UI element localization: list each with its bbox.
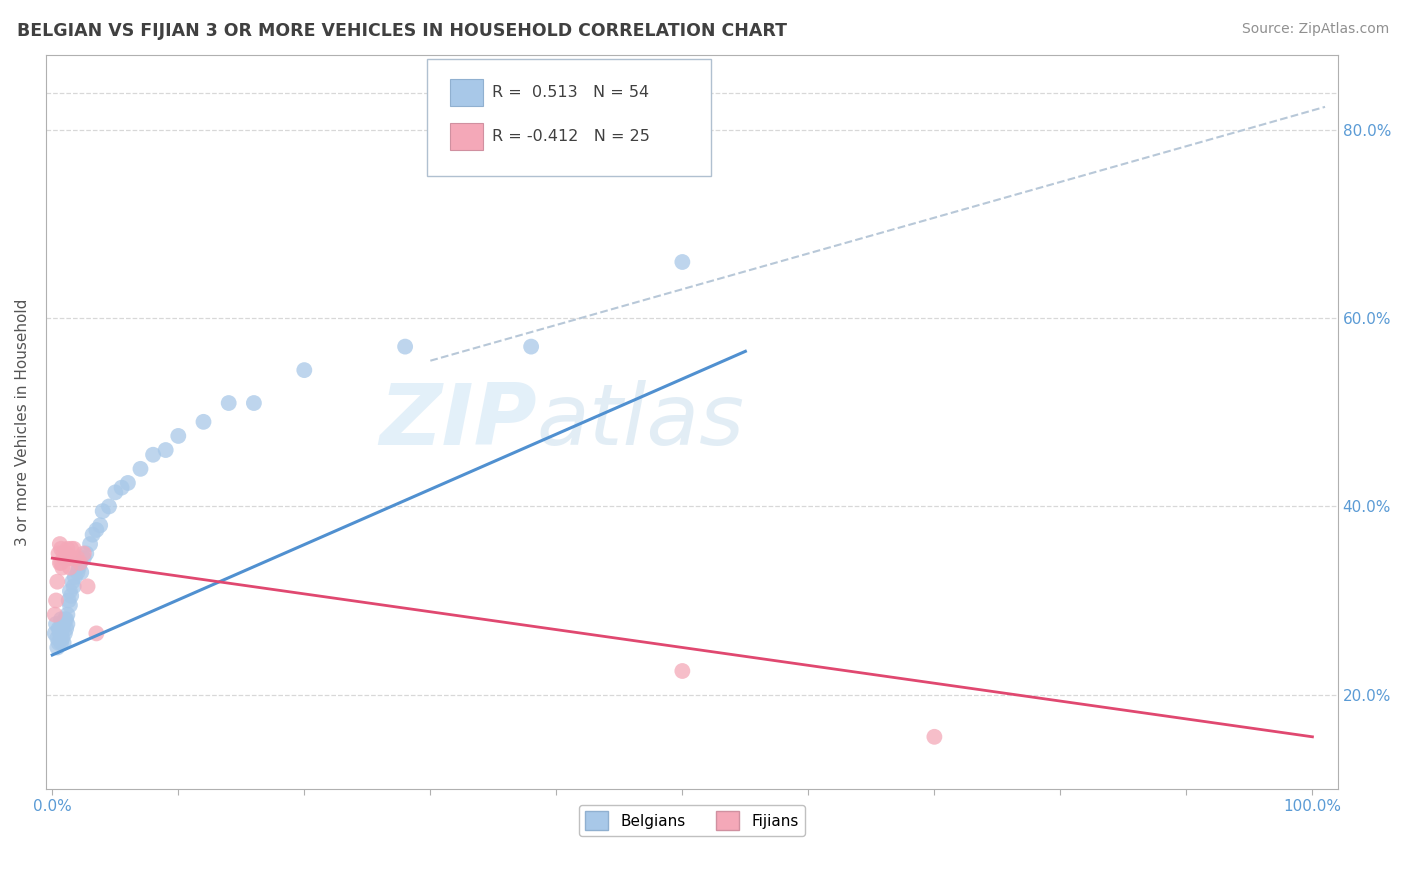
Point	[49, 612, 72, 626]
Point	[46, 574, 69, 589]
Point	[104, 485, 127, 500]
Point	[49, 626, 72, 640]
Point	[56, 607, 79, 622]
Text: BELGIAN VS FIJIAN 3 OR MORE VEHICLES IN HOUSEHOLD CORRELATION CHART: BELGIAN VS FIJIAN 3 OR MORE VEHICLES IN …	[17, 22, 787, 40]
Point	[671, 664, 693, 678]
Point	[66, 566, 89, 580]
Point	[55, 622, 77, 636]
Point	[55, 612, 77, 626]
Point	[52, 617, 75, 632]
Point	[62, 541, 84, 556]
Point	[49, 556, 72, 570]
Point	[73, 551, 96, 566]
Point	[86, 626, 108, 640]
Point	[52, 636, 75, 650]
Point	[79, 537, 101, 551]
Point	[46, 640, 69, 655]
Point	[53, 551, 76, 566]
Point	[671, 255, 693, 269]
Point	[62, 551, 84, 566]
Point	[59, 560, 82, 574]
Point	[167, 429, 190, 443]
Point	[60, 541, 83, 556]
Point	[44, 607, 66, 622]
Point	[49, 636, 72, 650]
Point	[69, 556, 91, 570]
Point	[70, 566, 93, 580]
Point	[218, 396, 240, 410]
Point	[394, 340, 416, 354]
Point	[51, 622, 73, 636]
Point	[60, 589, 83, 603]
Point	[58, 551, 80, 566]
Point	[73, 546, 96, 560]
Point	[117, 475, 139, 490]
Point	[52, 546, 75, 560]
FancyBboxPatch shape	[450, 122, 482, 151]
Point	[292, 363, 315, 377]
Point	[58, 593, 80, 607]
Point	[193, 415, 215, 429]
Point	[48, 636, 70, 650]
Point	[44, 626, 66, 640]
Point	[51, 560, 73, 574]
Point	[142, 448, 165, 462]
Text: Source: ZipAtlas.com: Source: ZipAtlas.com	[1241, 22, 1389, 37]
Point	[129, 462, 152, 476]
Point	[56, 617, 79, 632]
FancyBboxPatch shape	[450, 78, 482, 106]
Point	[63, 570, 86, 584]
Text: R = -0.412   N = 25: R = -0.412 N = 25	[492, 129, 650, 144]
Point	[62, 579, 84, 593]
Point	[46, 631, 69, 645]
Point	[243, 396, 266, 410]
Point	[67, 560, 90, 574]
Point	[155, 443, 177, 458]
Point	[49, 537, 72, 551]
Point	[45, 617, 67, 632]
Point	[98, 500, 121, 514]
Point	[59, 584, 82, 599]
Point	[49, 541, 72, 556]
Point	[49, 626, 72, 640]
Point	[49, 622, 72, 636]
Point	[49, 556, 72, 570]
Point	[66, 551, 89, 566]
Point	[53, 612, 76, 626]
Point	[924, 730, 946, 744]
Point	[56, 541, 79, 556]
Text: ZIP: ZIP	[380, 380, 537, 463]
Legend: Belgians, Fijians: Belgians, Fijians	[579, 805, 804, 836]
Point	[110, 481, 132, 495]
Point	[76, 579, 98, 593]
Text: R =  0.513   N = 54: R = 0.513 N = 54	[492, 85, 648, 100]
Point	[62, 574, 84, 589]
Point	[53, 626, 76, 640]
Point	[520, 340, 543, 354]
Y-axis label: 3 or more Vehicles in Household: 3 or more Vehicles in Household	[15, 298, 30, 546]
Point	[89, 518, 111, 533]
Point	[86, 523, 108, 537]
Point	[69, 556, 91, 570]
Point	[55, 546, 77, 560]
FancyBboxPatch shape	[427, 59, 711, 176]
Text: atlas: atlas	[537, 380, 745, 463]
Point	[82, 527, 104, 541]
Point	[45, 593, 67, 607]
Point	[48, 622, 70, 636]
Point	[59, 598, 82, 612]
Point	[48, 546, 70, 560]
Point	[75, 546, 97, 560]
Point	[51, 631, 73, 645]
Point	[91, 504, 114, 518]
